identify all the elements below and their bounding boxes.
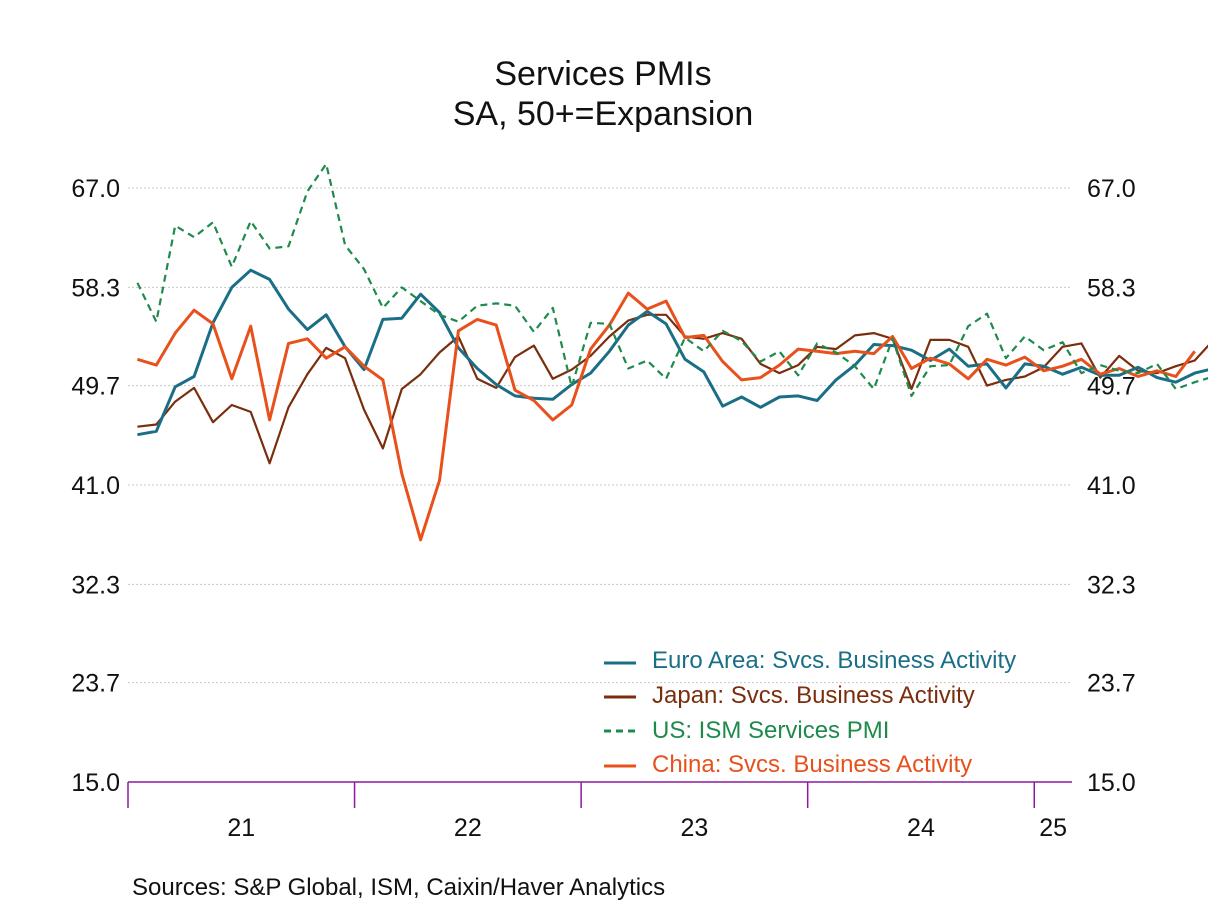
y-tick-label-right: 41.0 xyxy=(1087,472,1136,500)
x-tick-label: 25 xyxy=(1039,814,1067,842)
y-tick-label-left: 41.0 xyxy=(71,472,120,500)
y-tick-label-left: 32.3 xyxy=(71,571,120,599)
y-tick-label-left: 49.7 xyxy=(71,373,120,401)
legend-label-china: China: Svcs. Business Activity xyxy=(652,751,972,778)
chart-subtitle: SA, 50+=Expansion xyxy=(453,95,754,133)
y-tick-label-right: 23.7 xyxy=(1087,670,1136,698)
x-tick-label: 24 xyxy=(907,814,935,842)
legend-label-euro-area: Euro Area: Svcs. Business Activity xyxy=(652,647,1016,674)
y-tick-label-left: 23.7 xyxy=(71,670,120,698)
series-line-china xyxy=(136,291,1196,542)
legend-label-japan: Japan: Svcs. Business Activity xyxy=(652,682,975,709)
y-tick-label-left: 15.0 xyxy=(71,769,120,797)
x-tick-label: 21 xyxy=(227,814,255,842)
y-tick-label-left: 58.3 xyxy=(71,274,120,302)
x-tick-label: 22 xyxy=(454,814,482,842)
x-tick-label: 23 xyxy=(680,814,708,842)
y-tick-label-right: 49.7 xyxy=(1087,373,1136,401)
series-lines xyxy=(136,162,1208,542)
y-tick-label-right: 15.0 xyxy=(1087,769,1136,797)
chart-title: Services PMIs xyxy=(494,55,711,93)
y-tick-label-left: 67.0 xyxy=(71,175,120,203)
legend: Euro Area: Svcs. Business Activity Japan… xyxy=(604,647,1016,778)
y-tick-label-right: 67.0 xyxy=(1087,175,1136,203)
y-tick-label-right: 58.3 xyxy=(1087,274,1136,302)
source-note: Sources: S&P Global, ISM, Caixin/Haver A… xyxy=(132,874,665,901)
y-tick-label-right: 32.3 xyxy=(1087,571,1136,599)
series-line-euro-area xyxy=(137,268,1208,437)
legend-label-us: US: ISM Services PMI xyxy=(652,717,889,744)
x-axis: 21 22 23 24 25 xyxy=(127,781,1072,842)
grid-lines xyxy=(128,187,1072,684)
series-line-japan xyxy=(137,313,1208,465)
y-axis-tick-labels: 67.0 67.0 58.3 58.3 49.7 49.7 41.0 41.0 32.3 32.3… xyxy=(71,175,1135,797)
series-line-us xyxy=(136,162,1208,397)
